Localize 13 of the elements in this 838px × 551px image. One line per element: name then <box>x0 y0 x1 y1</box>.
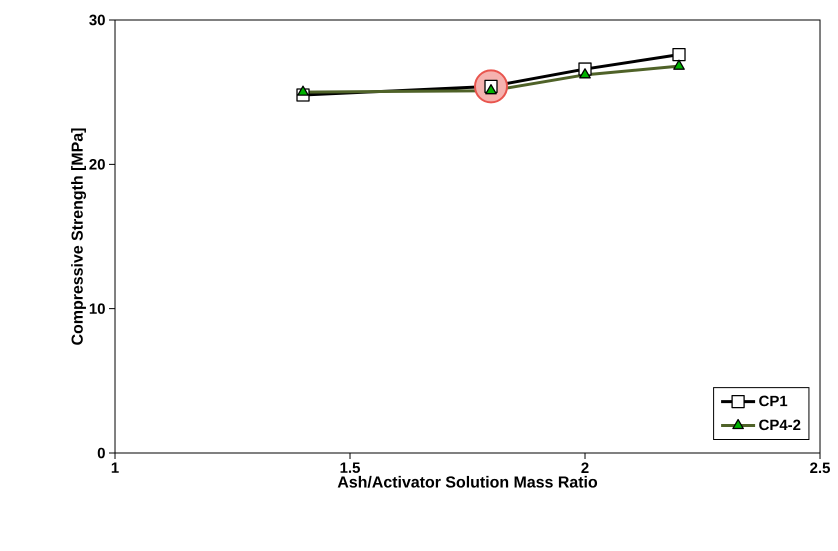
y-tick-label: 10 <box>90 303 105 314</box>
y-tick-label: 30 <box>89 14 105 26</box>
x-tick-label: 1.5 <box>340 462 360 473</box>
legend-label: CP1 <box>759 396 788 406</box>
x-tick-label: 2.5 <box>810 462 830 474</box>
y-tick-label: 20 <box>89 159 105 170</box>
x-tick-label: 2 <box>581 462 589 473</box>
y-tick-label: 0 <box>98 448 105 458</box>
legend-label: CP4-2 <box>759 420 800 430</box>
x-axis-title: Ash/Activator Solution Mass Ratio <box>338 476 598 488</box>
x-tick-label: 1 <box>112 462 119 473</box>
point <box>672 48 686 62</box>
y-axis-title: Compressive Strength [MPa] <box>71 128 86 345</box>
